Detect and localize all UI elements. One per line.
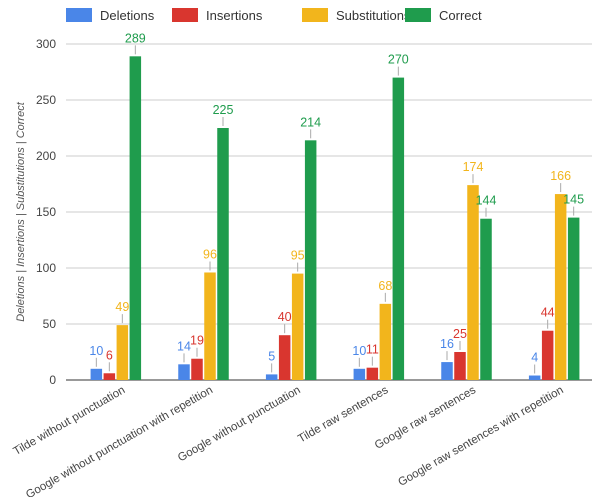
legend-label-insertions: Insertions [206,8,263,23]
data-label-deletions: 10 [352,344,366,358]
data-label-substitutions: 49 [115,300,129,314]
bar-substitutions [467,185,479,380]
y-tick-label: 300 [36,37,56,51]
data-label-substitutions: 68 [378,279,392,293]
y-axis-label: Deletions | Insertions | Substitutions |… [15,101,27,321]
y-tick-label: 100 [36,261,56,275]
legend-swatch-substitutions [302,8,328,22]
y-tick-label: 150 [36,205,56,219]
legend-label-correct: Correct [439,8,482,23]
y-tick-label: 250 [36,93,56,107]
x-tick-label: Google raw sentences with repetition [396,384,565,489]
bar-deletions [90,368,103,380]
data-label-correct: 214 [300,115,321,129]
data-label-substitutions: 166 [550,169,571,183]
bar-substitutions [379,303,392,380]
bar-deletions [441,362,453,380]
legend-swatch-insertions [172,8,198,22]
bar-substitutions [204,272,216,380]
bar-insertions [191,358,203,380]
bar-deletions [353,368,366,380]
y-axis: 0 50 100 150 200 250 300 [36,37,56,387]
data-label-deletions: 10 [89,344,103,358]
bar-correct [129,56,142,380]
bar-insertions [366,367,379,380]
data-label-correct: 289 [125,31,146,45]
data-label-deletions: 14 [177,339,191,353]
legend-label-deletions: Deletions [100,8,155,23]
data-label-insertions: 6 [106,348,113,362]
data-label-insertions: 44 [541,306,555,320]
data-label-insertions: 40 [278,310,292,324]
data-label-substitutions: 174 [463,160,484,174]
bar-correct [567,217,580,380]
y-tick-label: 200 [36,149,56,163]
bar-substitutions [116,325,129,380]
data-label-deletions: 16 [440,337,454,351]
data-label-correct: 225 [213,103,234,117]
data-label-correct: 144 [476,194,497,208]
legend-swatch-deletions [66,8,92,22]
bar-deletions [528,375,541,380]
bar-substitutions [554,194,567,380]
bar-substitutions [291,273,304,380]
x-tick-label: Tilde raw sentences [296,384,390,445]
data-label-substitutions: 96 [203,247,217,261]
bar-correct [480,218,492,380]
x-tick-label: Google without punctuation with repetiti… [24,384,215,497]
legend-label-substitutions: Substitutions [336,8,411,23]
data-label-insertions: 11 [366,343,379,357]
y-tick-label: 0 [49,373,56,387]
bar-insertions [278,335,291,380]
bar-deletions [265,374,278,380]
bar-insertions [103,373,116,380]
bar-correct [217,128,229,380]
bar-correct [304,140,317,380]
data-label-deletions: 4 [531,351,538,365]
bar-insertions [454,352,466,380]
chart-grid [66,43,592,381]
data-label-insertions: 25 [453,327,467,341]
data-label-insertions: 19 [190,334,204,348]
chart-legend: Deletions Insertions Substitutions Correct [66,8,482,23]
bar-deletions [178,364,190,380]
data-label-correct: 145 [563,193,584,207]
data-label-deletions: 5 [268,349,275,363]
legend-swatch-correct [405,8,431,22]
data-label-correct: 270 [388,53,409,67]
bar-correct [392,77,405,380]
bar-insertions [541,330,554,380]
data-label-substitutions: 95 [291,249,305,263]
y-tick-label: 50 [43,317,57,331]
